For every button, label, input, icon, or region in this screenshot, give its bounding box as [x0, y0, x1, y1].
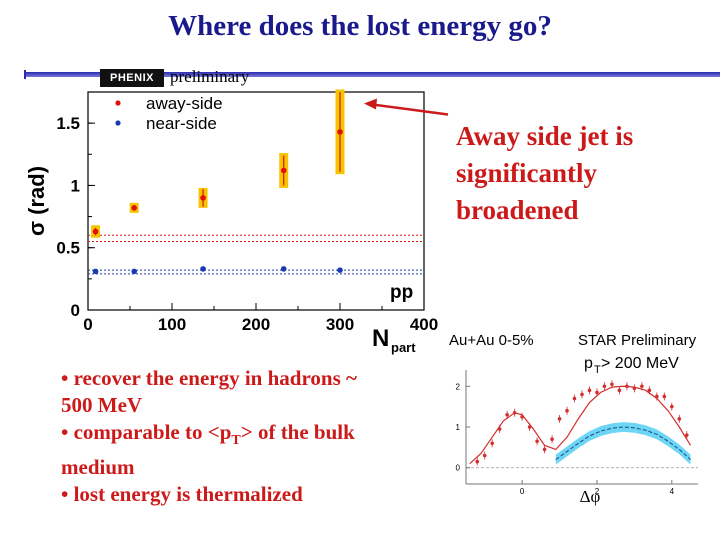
inset-data-point [595, 390, 599, 395]
inset-y-tick-label: 2 [456, 382, 461, 391]
x-axis-label: N [372, 325, 389, 352]
near-side-point [337, 267, 343, 273]
inset-data-point [527, 425, 532, 429]
annotation-line: Away side jet is [456, 121, 634, 151]
away-side-point [92, 228, 99, 235]
plot-frame [87, 91, 425, 311]
inset-data-point [482, 453, 487, 458]
x-tick-label: 300 [326, 315, 354, 334]
inset-data-point [580, 392, 584, 397]
y-tick-label: 1 [71, 176, 80, 195]
sigma-vs-npart-chart: 0 100 200 300 400 0 0.5 1 1.5 σ (rad) N part pp away-… [24, 89, 449, 355]
inset-data-point [587, 388, 592, 393]
y-axis-label: σ (rad) [24, 166, 49, 236]
title-divider [24, 72, 720, 77]
inset-label-right: STAR Preliminary [578, 332, 697, 349]
phenix-logo: PHENIX [100, 69, 164, 87]
inset-data-point [512, 410, 517, 415]
inset-data-point [550, 437, 554, 442]
bullet-text: medium [61, 455, 135, 480]
near-side-point [131, 268, 137, 275]
inset-y-tick-label: 0 [456, 464, 461, 473]
inset-flow-band-center [555, 426, 691, 460]
bullet-text: • recover the energy in hadrons ~ [61, 366, 357, 390]
inset-data-point [670, 404, 674, 409]
annotation-line: significantly [456, 158, 598, 188]
bullet-text: • comparable to <p [61, 420, 232, 444]
inset-data-point [662, 394, 667, 399]
legend-marker-near [115, 120, 121, 126]
inset-data-point [535, 439, 539, 444]
away-side-point [200, 195, 206, 201]
x-tick-label: 100 [158, 315, 186, 334]
inset-data-point [610, 382, 614, 387]
inset-flow-band [555, 422, 691, 465]
away-side-point [337, 129, 343, 135]
inset-data-point [684, 433, 689, 437]
title-divider-endcap [24, 70, 26, 79]
bullet-item: • comparable to <pT> of the bulk medium [61, 419, 441, 481]
inset-data-point [625, 384, 629, 389]
inset-x-tick-label: 4 [670, 487, 675, 496]
annotation-arrowhead [364, 98, 377, 110]
x-axis-label-subscript: part [391, 340, 416, 355]
annotation-text: Away side jet is significantly broadened [456, 118, 696, 229]
near-side-point [200, 266, 206, 272]
bullet-text: • lost energy is thermalized [61, 482, 303, 507]
inset-x-tick-label: 0 [520, 487, 525, 496]
inset-data-point [475, 459, 480, 464]
inset-y-tick-label: 1 [456, 423, 461, 432]
bullet-item: • lost energy is thermalized [61, 481, 441, 508]
inset-data-point [632, 386, 637, 391]
inset-data-point [565, 408, 569, 413]
near-side-point [92, 268, 99, 275]
pp-annotation: pp [390, 282, 413, 303]
inset-data-point [617, 388, 622, 393]
legend-label-away: away-side [146, 94, 223, 113]
inset-data-point [677, 417, 682, 421]
inset-label-left: Au+Au 0-5% [449, 332, 534, 349]
bullet-text: 500 MeV [61, 393, 143, 417]
inset-data-point [520, 415, 524, 419]
inset-condition: p [584, 355, 593, 372]
inset-data-point [572, 396, 577, 401]
y-tick-label: 1.5 [56, 114, 80, 133]
inset-data-point [602, 384, 607, 389]
bullet-item: • recover the energy in hadrons ~ 500 Me… [61, 365, 441, 419]
inset-data-point [640, 384, 644, 389]
inset-data-point [490, 441, 494, 446]
x-tick-label: 200 [242, 315, 270, 334]
inset-x-tick-label: 2 [595, 487, 600, 496]
near-side-point [280, 266, 287, 272]
y-tick-label: 0.5 [56, 239, 80, 258]
bullet-list: • recover the energy in hadrons ~ 500 Me… [61, 365, 441, 508]
inset-data-point [497, 427, 502, 431]
inset-data-point [505, 412, 509, 417]
preliminary-label: preliminary [170, 67, 250, 86]
slide-title: Where does the lost energy go? [168, 10, 552, 42]
star-correlation-chart: Au+Au 0-5% STAR Preliminary p T > 200 MeV 0 1… [449, 332, 698, 506]
inset-data-point [557, 417, 562, 421]
inset-x-axis-label: Δφ [580, 487, 601, 506]
away-side-point [131, 205, 137, 211]
annotation-line: broadened [456, 195, 579, 225]
inset-data-point [542, 447, 547, 452]
legend-label-near: near-side [146, 114, 217, 133]
bullet-text: > of the bulk [240, 420, 355, 444]
inset-data-point [655, 394, 659, 399]
x-tick-label: 400 [410, 315, 438, 334]
away-side-point [280, 167, 287, 174]
inset-condition-subscript: T [594, 364, 601, 376]
inset-condition-rest: > 200 MeV [601, 355, 679, 372]
y-tick-label: 0 [71, 301, 80, 320]
bullet-subscript: T [231, 433, 241, 449]
legend-marker-away [115, 100, 121, 106]
inset-data-point [647, 388, 652, 393]
annotation-arrow [371, 103, 449, 116]
x-tick-label: 0 [83, 315, 92, 334]
